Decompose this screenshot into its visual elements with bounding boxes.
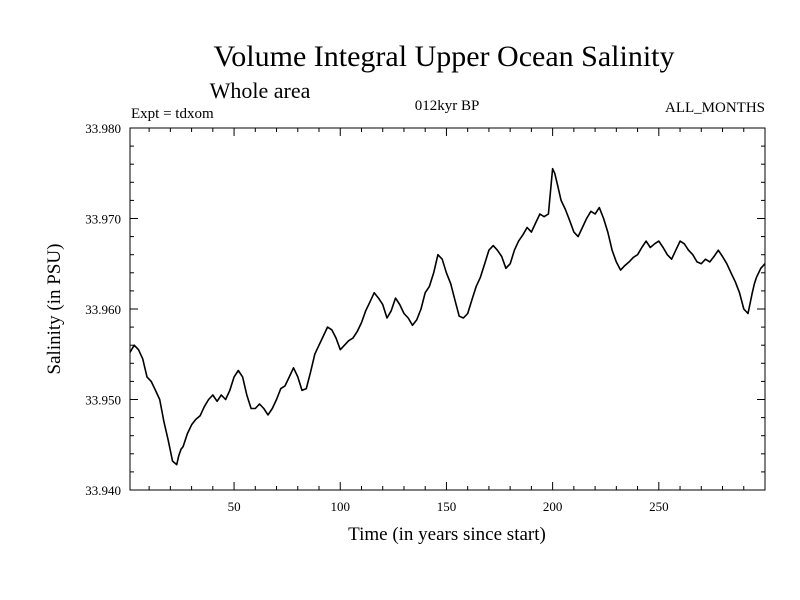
x-tick-labels: 50 100 150 200 250 <box>228 499 669 514</box>
x-tick-label: 100 <box>331 499 351 514</box>
x-tick-label: 250 <box>649 499 669 514</box>
period-label: 012kyr BP <box>415 98 480 114</box>
x-axis-label: Time (in years since start) <box>348 524 546 545</box>
x-tick-label: 50 <box>228 499 241 514</box>
y-tick-label: 33.960 <box>85 302 121 317</box>
x-tick-label: 200 <box>543 499 563 514</box>
y-tick-labels: 33.940 33.950 33.960 33.970 33.980 <box>85 121 121 498</box>
y-tick-label: 33.970 <box>85 212 121 227</box>
tick-marks <box>130 127 765 491</box>
plot-frame <box>129 127 766 491</box>
x-tick-label: 150 <box>437 499 457 514</box>
months-label: ALL_MONTHS <box>665 100 765 116</box>
y-tick-label: 33.980 <box>85 121 121 136</box>
chart-title: Volume Integral Upper Ocean Salinity <box>214 40 675 73</box>
y-tick-label: 33.950 <box>85 393 121 408</box>
y-axis-label: Salinity (in PSU) <box>44 244 65 375</box>
experiment-label: Expt = tdxom <box>131 106 214 122</box>
y-tick-label: 33.940 <box>85 483 121 498</box>
chart-subtitle: Whole area <box>210 78 311 103</box>
salinity-series-line <box>129 167 766 466</box>
